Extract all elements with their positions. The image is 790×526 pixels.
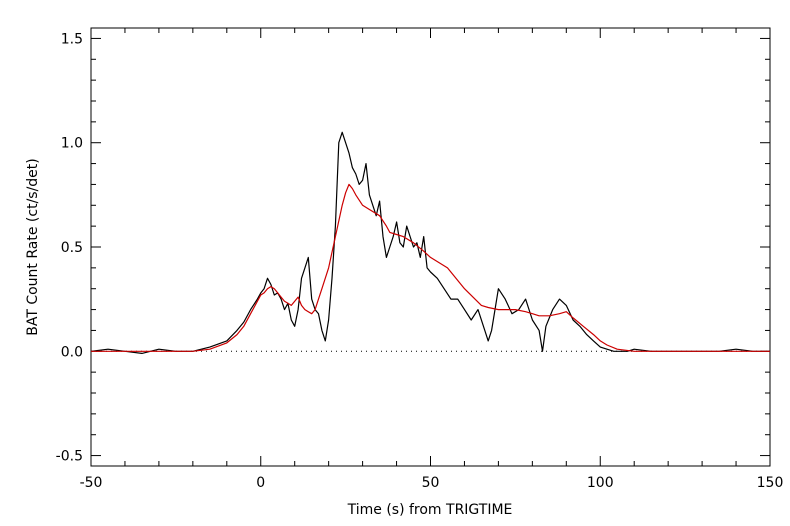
- plot-frame: [90, 27, 771, 467]
- light-curve-line: [90, 131, 770, 354]
- smoothed-curve-line: [91, 183, 770, 352]
- tick-marks: [90, 28, 771, 466]
- x-axis-title: Time (s) from TRIGTIME: [347, 502, 513, 518]
- y-tick-label: 0.5: [61, 240, 83, 256]
- x-tick-label: 0: [256, 475, 265, 491]
- y-axis-title: BAT Count Rate (ct/s/det): [25, 158, 41, 336]
- x-tick-label: 150: [757, 475, 784, 491]
- y-tick-label: 1.5: [61, 31, 83, 47]
- y-tick-label: -0.5: [56, 449, 83, 465]
- y-tick-label: 0.0: [61, 344, 83, 360]
- x-tick-label: 100: [587, 475, 614, 491]
- tick-labels: -50 0 50 100 150 -0.5 0.0 0.5 1.0 1.5: [56, 31, 784, 491]
- y-tick-label: 1.0: [61, 136, 83, 152]
- series-layer: [90, 131, 770, 354]
- x-tick-label: 50: [422, 475, 440, 491]
- x-tick-label: -50: [80, 475, 103, 491]
